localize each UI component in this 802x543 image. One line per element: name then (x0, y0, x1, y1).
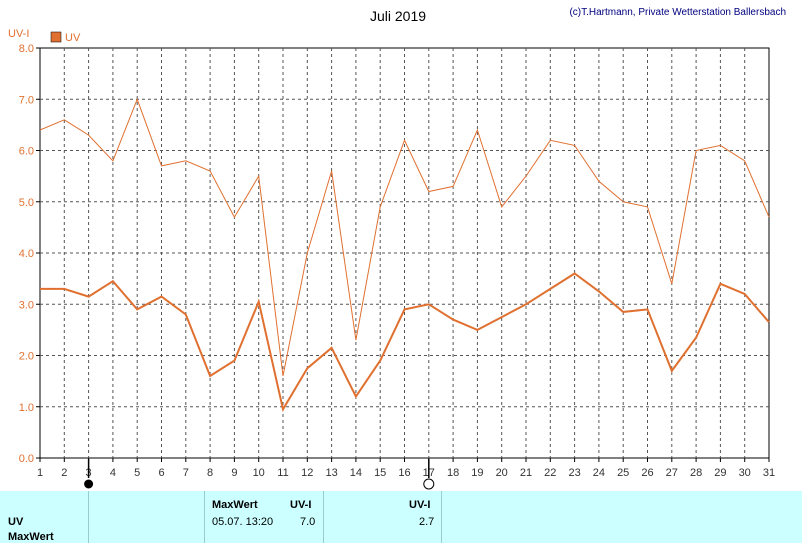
day-markers (84, 459, 435, 490)
legend-swatch (50, 31, 62, 43)
y-ticks: 0.0 1.0 2.0 3.0 4.0 5.0 6.0 7.0 8.0 (19, 43, 40, 465)
y-tick-label: 5.0 (19, 197, 34, 209)
x-tick-label: 12 (301, 467, 313, 479)
x-ticks: 1234567891011121314151617181920212223242… (37, 458, 775, 479)
x-tick-label: 18 (447, 467, 459, 479)
y-tick-label: 3.0 (19, 299, 34, 311)
y-tick-label: 0.0 (19, 453, 34, 465)
y-tick-label: 7.0 (19, 94, 34, 106)
chart-title: Juli 2019 (370, 8, 426, 24)
x-tick-label: 10 (253, 467, 265, 479)
x-tick-label: 15 (374, 467, 386, 479)
x-tick-label: 8 (207, 467, 213, 479)
x-tick-label: 5 (134, 467, 140, 479)
y-tick-label: 8.0 (19, 43, 34, 55)
summary-table: UV MaxWert MaxWert UV-I 05.07. 13:20 7.0… (0, 491, 802, 543)
x-tick-label: 2 (61, 467, 67, 479)
x-tick-label: 29 (714, 467, 726, 479)
max-header: MaxWert (212, 499, 258, 511)
row-label-uv: UV (8, 516, 24, 528)
row-label-maxwert: MaxWert (8, 531, 54, 543)
x-tick-label: 11 (277, 467, 288, 479)
x-tick-label: 26 (641, 467, 653, 479)
y-axis-label: UV-I (8, 28, 29, 40)
y-tick-label: 2.0 (19, 351, 34, 363)
mean-value: 2.7 (419, 516, 435, 528)
x-tick-label: 7 (183, 467, 189, 479)
x-tick-label: 16 (398, 467, 410, 479)
x-tick-label: 23 (568, 467, 580, 479)
uv-line-chart: Juli 2019 (c)T.Hartmann, Private Wetters… (8, 7, 786, 490)
x-tick-label: 28 (690, 467, 702, 479)
max-date: 05.07. 13:20 (212, 516, 274, 528)
y-tick-label: 4.0 (19, 248, 34, 260)
grid (40, 48, 769, 458)
filled-circle-icon (84, 479, 94, 489)
x-tick-label: 24 (593, 467, 605, 479)
series-line-mean (40, 272, 770, 412)
x-tick-label: 25 (617, 467, 629, 479)
max-value: 7.0 (300, 516, 316, 528)
max-unit: UV-I (290, 499, 312, 511)
series-line-max (39, 97, 770, 377)
x-tick-label: 27 (666, 467, 678, 479)
y-tick-label: 1.0 (19, 402, 34, 414)
footer-col-max: MaxWert UV-I 05.07. 13:20 7.0 (204, 491, 324, 543)
x-tick-label: 19 (471, 467, 483, 479)
chart-credit: (c)T.Hartmann, Private Wetterstation Bal… (569, 7, 786, 18)
legend-label: UV (65, 32, 81, 44)
y-tick-label: 6.0 (19, 146, 34, 158)
footer-col-mean: UV-I 2.7 (323, 491, 442, 543)
x-tick-label: 13 (325, 467, 337, 479)
footer-col-labels: UV MaxWert (0, 491, 89, 543)
x-tick-label: 22 (544, 467, 556, 479)
series-lines (39, 97, 770, 412)
x-tick-label: 21 (520, 467, 532, 479)
x-tick-label: 30 (739, 467, 751, 479)
x-tick-label: 1 (37, 467, 43, 479)
x-tick-label: 20 (496, 467, 508, 479)
x-tick-label: 9 (231, 467, 237, 479)
x-tick-label: 6 (158, 467, 164, 479)
open-circle-icon (423, 478, 435, 490)
footer-col-empty (88, 491, 205, 543)
x-tick-label: 14 (350, 467, 362, 479)
x-tick-label: 4 (110, 467, 116, 479)
x-tick-label: 31 (763, 467, 775, 479)
mean-unit: UV-I (409, 499, 431, 511)
